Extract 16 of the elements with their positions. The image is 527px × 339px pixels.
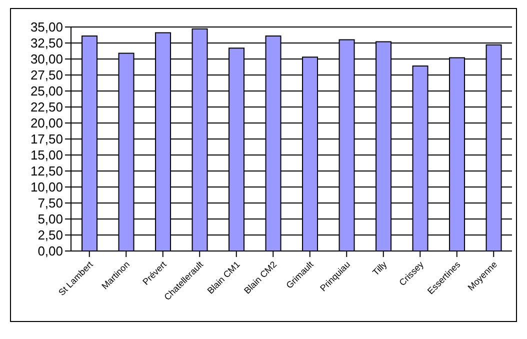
y-tick-label: 35,00 [30, 20, 63, 35]
y-tick-label: 7,50 [38, 196, 63, 211]
y-tick-label: 17,50 [30, 132, 63, 147]
y-tick-label: 2,50 [38, 228, 63, 243]
y-tick-label: 20,00 [30, 116, 63, 131]
y-tick-label: 12,50 [30, 164, 63, 179]
x-tick-label: Tilly [370, 258, 390, 278]
y-tick-label: 15,00 [30, 148, 63, 163]
y-tick-label: 5,00 [38, 212, 63, 227]
y-tick-label: 32,50 [30, 36, 63, 51]
y-tick-label: 22,50 [30, 100, 63, 115]
y-tick-label: 0,00 [38, 244, 63, 259]
y-tick-label: 10,00 [30, 180, 63, 195]
y-tick-label: 30,00 [30, 52, 63, 67]
y-tick-label: 25,00 [30, 84, 63, 99]
y-tick-label: 27,50 [30, 68, 63, 83]
